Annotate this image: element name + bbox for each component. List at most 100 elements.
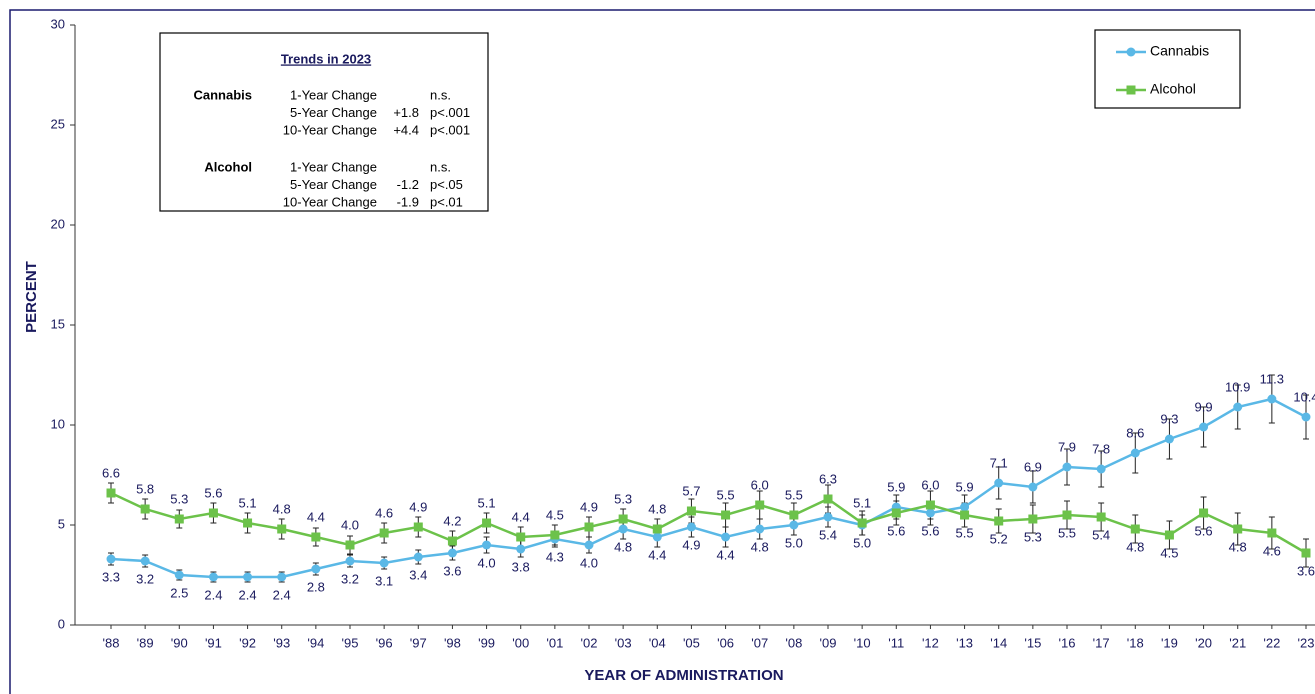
x-tick-label: '20 — [1195, 635, 1212, 650]
point — [1096, 512, 1106, 522]
legend-label: Cannabis — [1150, 43, 1209, 59]
point — [311, 532, 321, 542]
data-label: 4.8 — [1126, 539, 1144, 554]
data-label: 3.2 — [136, 571, 154, 586]
x-tick-label: '98 — [444, 635, 461, 650]
point — [721, 532, 731, 542]
data-label: 5.5 — [956, 525, 974, 540]
x-tick-label: '93 — [273, 635, 290, 650]
data-label: 5.8 — [136, 481, 154, 496]
point — [1233, 402, 1243, 412]
data-label: 10.4 — [1293, 389, 1315, 404]
point — [550, 530, 560, 540]
point — [652, 524, 662, 534]
x-tick-label: '92 — [239, 635, 256, 650]
point — [1096, 464, 1106, 474]
legend-marker — [1126, 47, 1136, 57]
data-label: 3.3 — [102, 569, 120, 584]
inset-change: -1.2 — [397, 177, 419, 192]
point — [960, 502, 970, 512]
data-label: 4.6 — [375, 505, 393, 520]
data-label: 5.6 — [887, 523, 905, 538]
data-label: 7.9 — [1058, 439, 1076, 454]
point — [1062, 462, 1072, 472]
x-tick-label: '12 — [922, 635, 939, 650]
data-label: 4.4 — [648, 547, 666, 562]
data-label: 5.5 — [1058, 525, 1076, 540]
point — [857, 518, 867, 528]
inset-sig: n.s. — [430, 159, 451, 174]
point — [311, 564, 321, 574]
inset-label: 5-Year Change — [290, 177, 377, 192]
data-label: 4.0 — [341, 517, 359, 532]
inset-change: +1.8 — [393, 105, 419, 120]
data-label: 3.4 — [409, 567, 427, 582]
point — [994, 516, 1004, 526]
y-tick-label: 15 — [51, 316, 65, 331]
data-label: 10.9 — [1225, 379, 1250, 394]
x-tick-label: '19 — [1161, 635, 1178, 650]
x-tick-label: '04 — [649, 635, 666, 650]
point — [140, 556, 150, 566]
x-tick-label: '00 — [512, 635, 529, 650]
data-label: 4.9 — [409, 499, 427, 514]
x-tick-label: '18 — [1127, 635, 1144, 650]
point — [379, 528, 389, 538]
x-tick-label: '03 — [615, 635, 632, 650]
point — [1028, 482, 1038, 492]
inset-label: 10-Year Change — [283, 122, 377, 137]
y-tick-label: 30 — [51, 16, 65, 31]
x-tick-label: '91 — [205, 635, 222, 650]
point — [106, 554, 116, 564]
data-label: 5.3 — [170, 491, 188, 506]
x-tick-label: '14 — [990, 635, 1007, 650]
inset-sig: p<.001 — [430, 122, 470, 137]
y-tick-label: 20 — [51, 216, 65, 231]
data-label: 5.0 — [853, 535, 871, 550]
x-tick-label: '15 — [1024, 635, 1041, 650]
point — [277, 572, 287, 582]
point — [925, 508, 935, 518]
data-label: 5.4 — [819, 527, 837, 542]
point — [755, 500, 765, 510]
data-label: 3.6 — [443, 563, 461, 578]
inset-sig: p<.05 — [430, 177, 463, 192]
data-label: 3.6 — [1297, 563, 1315, 578]
data-label: 4.8 — [273, 501, 291, 516]
data-label: 4.6 — [1263, 543, 1281, 558]
point — [1233, 524, 1243, 534]
inset-label: 1-Year Change — [290, 87, 377, 102]
data-label: 6.6 — [102, 465, 120, 480]
point — [243, 572, 253, 582]
x-tick-label: '89 — [137, 635, 154, 650]
point — [1028, 514, 1038, 524]
data-label: 4.4 — [512, 509, 530, 524]
point — [140, 504, 150, 514]
data-label: 2.4 — [273, 587, 291, 602]
point — [652, 532, 662, 542]
data-label: 5.5 — [785, 487, 803, 502]
data-label: 6.0 — [921, 477, 939, 492]
data-label: 7.8 — [1092, 441, 1110, 456]
x-tick-label: '95 — [342, 635, 359, 650]
data-label: 5.6 — [1195, 523, 1213, 538]
x-tick-label: '22 — [1263, 635, 1280, 650]
data-label: 3.2 — [341, 571, 359, 586]
point — [755, 524, 765, 534]
data-label: 5.0 — [785, 535, 803, 550]
point — [1267, 394, 1277, 404]
inset-title: Trends in 2023 — [281, 51, 371, 66]
inset-sig: p<.01 — [430, 194, 463, 209]
data-label: 5.6 — [204, 485, 222, 500]
x-tick-label: '08 — [785, 635, 802, 650]
point — [106, 488, 116, 498]
data-label: 9.9 — [1195, 399, 1213, 414]
point — [447, 536, 457, 546]
inset-label: 5-Year Change — [290, 105, 377, 120]
point — [174, 570, 184, 580]
point — [516, 544, 526, 554]
point — [1199, 422, 1209, 432]
data-label: 4.8 — [614, 539, 632, 554]
data-label: 4.9 — [682, 537, 700, 552]
point — [789, 520, 799, 530]
